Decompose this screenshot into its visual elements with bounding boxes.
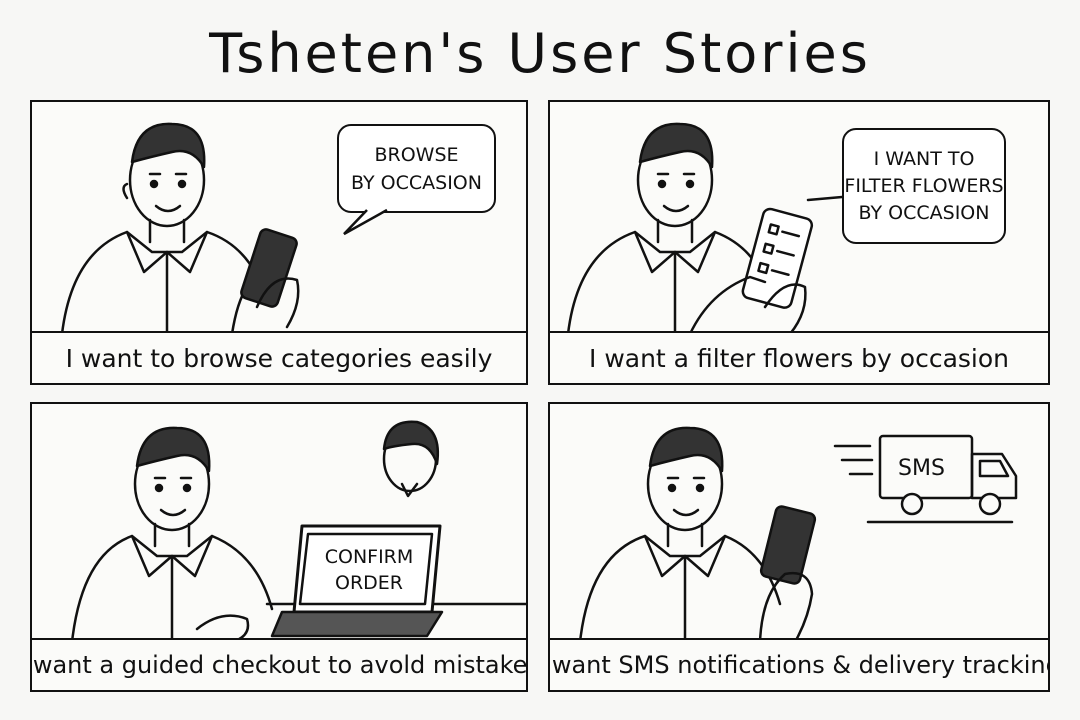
bubble-line-1: I WANT TO — [873, 147, 975, 170]
man-filtering-illustration — [566, 122, 844, 336]
man-with-phone-and-truck-illustration — [578, 426, 1018, 644]
bubble-line-2: BY OCCASION — [351, 171, 482, 194]
story-panel-sms-tracking: SMS I want SMS notifications & delivery … — [548, 402, 1050, 692]
panel-caption: I want a guided checkout to avold mistak… — [32, 638, 526, 690]
story-panel-browse: BROWSE BY OCCASION I want to browse cate… — [30, 100, 528, 385]
bubble-tail — [343, 208, 388, 236]
truck-sms-label: SMS — [898, 456, 945, 481]
bubble-line-1: BROWSE — [374, 143, 459, 166]
man-with-laptop-illustration — [70, 420, 526, 644]
panel-caption: I want a filter flowers by occasion — [550, 331, 1048, 383]
story-panel-checkout: CONFIRM ORDER I want a guided checkout t… — [30, 402, 528, 692]
story-panel-filter: I WANT TO FILTER FLOWERS BY OCCASION I w… — [548, 100, 1050, 385]
bubble-line-2: FILTER FLOWERS — [844, 174, 1004, 197]
screen-line-1: CONFIRM — [324, 546, 414, 568]
man-with-phone-illustration — [60, 122, 300, 336]
laptop-screen: CONFIRM ORDER — [314, 544, 424, 596]
panel-caption: I want to browse categories easily — [32, 331, 526, 383]
panel-caption: I want SMS notifications & delivery trac… — [550, 638, 1048, 690]
speech-bubble: I WANT TO FILTER FLOWERS BY OCCASION — [842, 128, 1006, 244]
screen-line-2: ORDER — [335, 572, 403, 594]
speech-bubble: BROWSE BY OCCASION — [337, 124, 496, 213]
page-title: Tsheten's User Stories — [209, 22, 871, 85]
bubble-line-3: BY OCCASION — [858, 201, 990, 224]
